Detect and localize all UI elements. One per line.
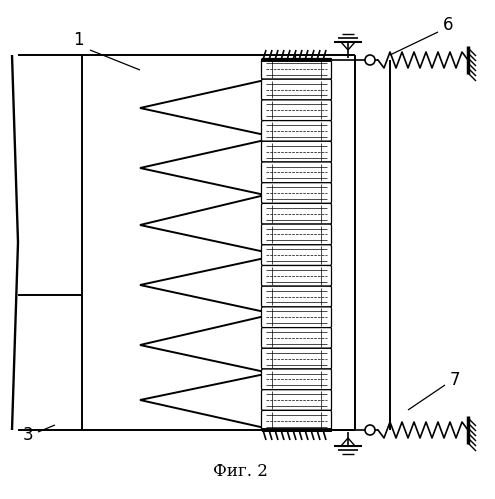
- FancyBboxPatch shape: [261, 265, 332, 286]
- Text: 6: 6: [443, 16, 453, 34]
- Text: 3: 3: [23, 426, 33, 444]
- FancyBboxPatch shape: [261, 348, 332, 369]
- Circle shape: [365, 55, 375, 65]
- Polygon shape: [265, 258, 285, 312]
- Polygon shape: [140, 316, 265, 372]
- FancyBboxPatch shape: [261, 141, 332, 162]
- FancyBboxPatch shape: [261, 410, 332, 431]
- Text: Фиг. 2: Фиг. 2: [212, 464, 267, 481]
- Polygon shape: [140, 140, 265, 195]
- FancyBboxPatch shape: [261, 307, 332, 328]
- Text: 7: 7: [450, 371, 460, 389]
- Polygon shape: [265, 374, 285, 428]
- FancyBboxPatch shape: [261, 369, 332, 390]
- FancyBboxPatch shape: [261, 245, 332, 265]
- FancyBboxPatch shape: [261, 100, 332, 121]
- Polygon shape: [140, 195, 265, 252]
- FancyBboxPatch shape: [261, 328, 332, 348]
- Polygon shape: [140, 374, 265, 428]
- Polygon shape: [265, 140, 285, 195]
- Polygon shape: [265, 316, 285, 372]
- Polygon shape: [265, 80, 285, 135]
- FancyBboxPatch shape: [261, 183, 332, 204]
- Circle shape: [365, 425, 375, 435]
- FancyBboxPatch shape: [261, 58, 332, 79]
- FancyBboxPatch shape: [261, 204, 332, 224]
- FancyBboxPatch shape: [261, 224, 332, 245]
- Polygon shape: [265, 195, 285, 252]
- FancyBboxPatch shape: [261, 390, 332, 410]
- FancyBboxPatch shape: [261, 162, 332, 183]
- Polygon shape: [140, 258, 265, 312]
- FancyBboxPatch shape: [261, 286, 332, 307]
- Polygon shape: [140, 80, 265, 135]
- FancyBboxPatch shape: [261, 121, 332, 141]
- Text: 1: 1: [73, 31, 83, 49]
- FancyBboxPatch shape: [261, 79, 332, 100]
